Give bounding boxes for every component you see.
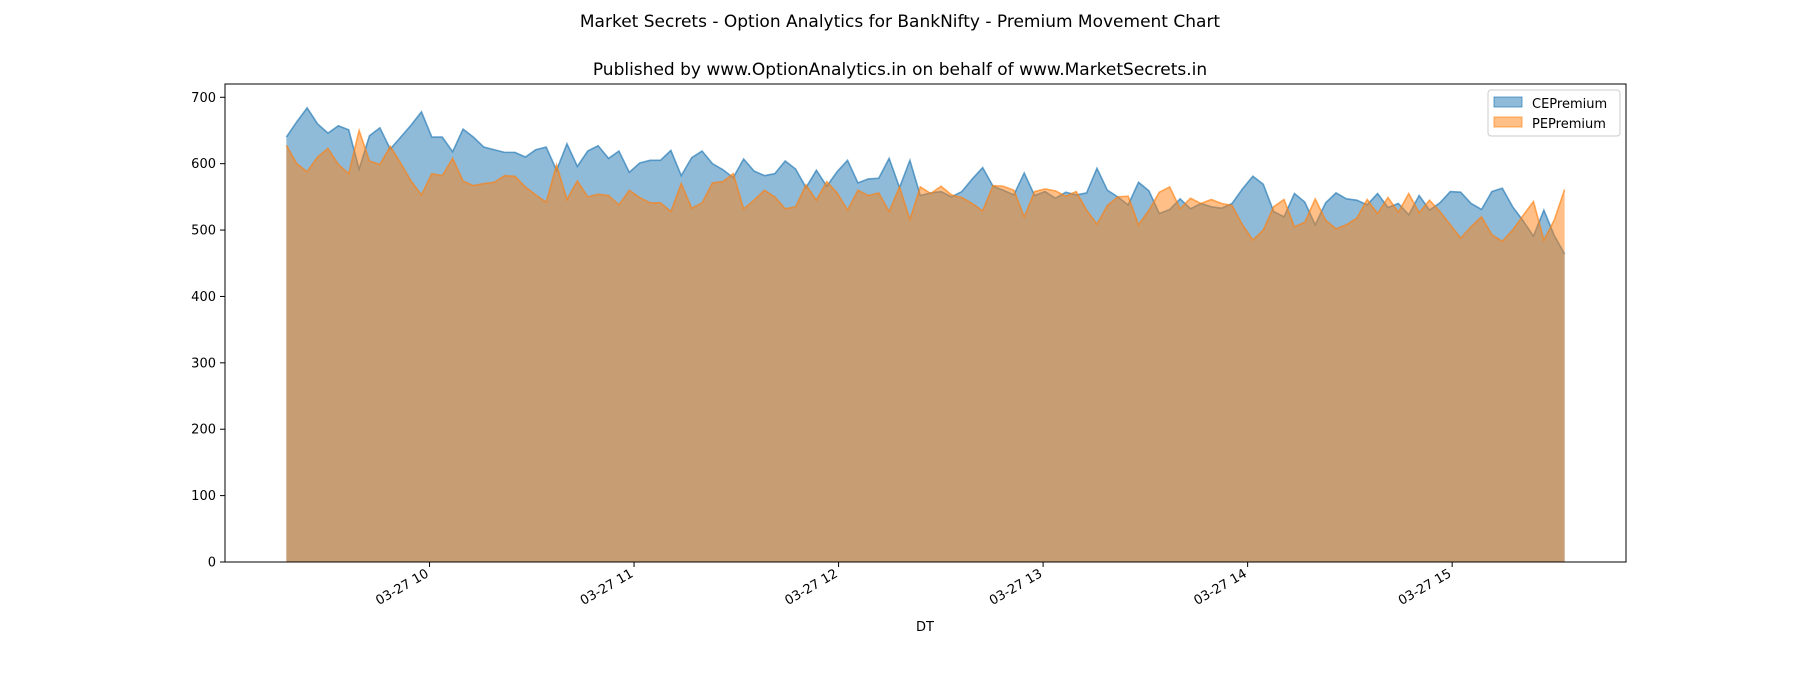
- y-tick-label: 0: [208, 556, 216, 571]
- y-tick-label: 500: [191, 224, 216, 239]
- y-tick-label: 200: [191, 423, 216, 438]
- y-tick-label: 400: [191, 290, 216, 305]
- chart-title: Published by www.OptionAnalytics.in on b…: [592, 60, 1208, 80]
- y-tick-label: 300: [191, 356, 216, 371]
- y-axis: 0 100 200 300 400 500 600 700: [191, 91, 225, 571]
- y-tick-label: 100: [191, 489, 216, 504]
- x-tick-label: 03-27 15: [1396, 566, 1454, 608]
- y-tick-label: 600: [191, 157, 216, 172]
- x-tick-label: 03-27 10: [373, 566, 431, 608]
- area-line-pepremium: [285, 127, 1566, 243]
- legend: CEPremium PEPremium: [1487, 89, 1621, 137]
- x-tick-label: 03-27 13: [987, 566, 1045, 608]
- chart-suptitle: Market Secrets - Option Analytics for Ba…: [579, 12, 1221, 32]
- x-tick-label: 03-27 12: [782, 566, 840, 608]
- y-tick-label: 700: [191, 91, 216, 106]
- x-axis-label: DT: [916, 620, 934, 635]
- series-areas: [285, 106, 1566, 563]
- area-fill-pepremium: [286, 130, 1565, 562]
- legend-swatch-pepremium: [1493, 116, 1523, 128]
- x-tick-label: 03-27 11: [578, 566, 636, 608]
- legend-label-cepremium: CEPremium: [1532, 97, 1607, 112]
- x-tick-label: 03-27 14: [1192, 566, 1250, 608]
- legend-swatch-cepremium: [1493, 96, 1523, 108]
- plot-area-frame: [224, 83, 1627, 563]
- x-axis: 03-27 10 03-27 11 03-27 12 03-27 13 03-27 14…: [373, 562, 1454, 609]
- legend-label-pepremium: PEPremium: [1532, 117, 1606, 132]
